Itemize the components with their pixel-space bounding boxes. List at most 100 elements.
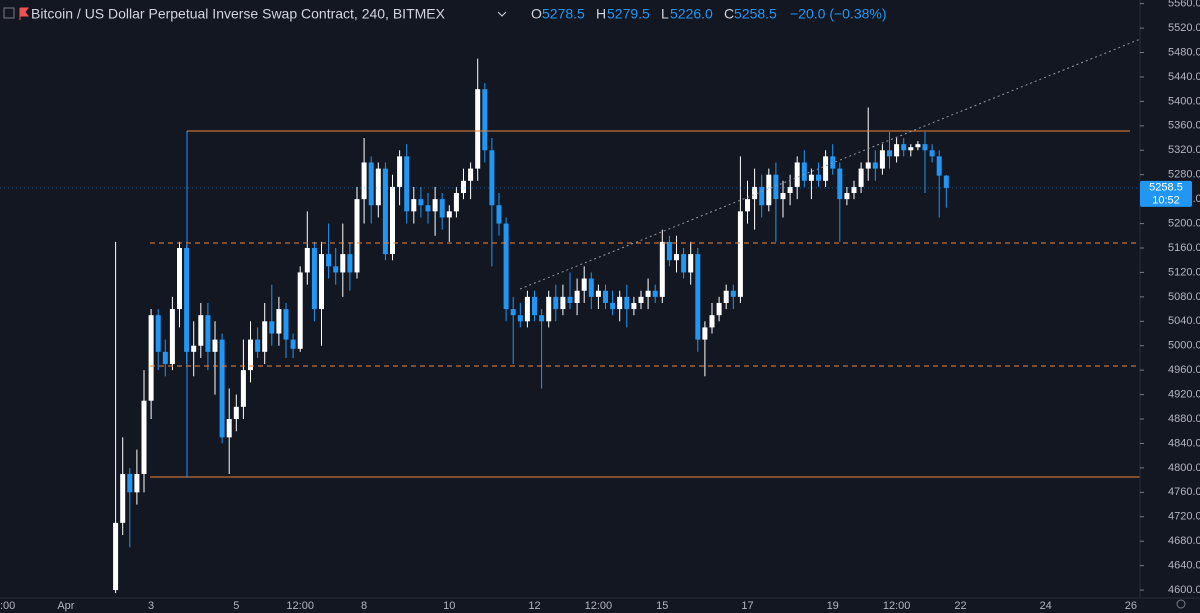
candle-body [113,522,119,591]
candle-body [155,315,161,352]
high-value: 5279.5 [607,6,650,22]
x-tick-label: 5 [233,600,239,612]
candle-body [652,290,658,297]
ohlc-label: C [724,6,734,22]
change-value: −20.0 (−0.38%) [790,6,887,22]
candle-body [297,272,303,349]
candle-body [375,168,381,206]
settings-icon[interactable] [1176,599,1186,609]
y-tick-label: 5080.0 [1168,291,1200,303]
last-price-tag [1140,180,1192,207]
y-tick-label: 5520.0 [1168,22,1200,34]
symbol-title[interactable]: Bitcoin / US Dollar Perpetual Inverse Sw… [31,6,446,22]
candle-body [319,254,324,310]
candle-body [390,186,395,255]
candle-body [631,302,637,310]
y-tick-label: 5560.0 [1168,0,1200,10]
x-tick-label: 10 [443,600,455,612]
ohlc-label: H [596,6,606,22]
candle-body [482,89,488,151]
x-tick-label: 15 [656,600,668,612]
candle-body [695,254,701,340]
candle-body [169,309,175,365]
candle-body [716,302,722,316]
candle-body [461,180,466,194]
candle-body [382,168,388,255]
candle-body [191,345,197,352]
candle-body [148,315,154,401]
dropdown-chevron[interactable] [497,11,507,17]
x-tick-label: :00 [0,600,15,612]
candle-body [915,144,921,148]
candle-body [475,89,481,169]
expand-icon[interactable] [3,7,15,19]
candle-body [453,193,459,212]
x-tick-label: 12:00 [883,600,911,612]
candle-body [503,223,509,310]
candle-body [581,278,587,291]
candle-body [120,474,126,523]
candle-body [752,186,758,200]
y-tick-label: 4960.0 [1168,364,1200,376]
candle-body [262,321,268,352]
candle-body [936,156,942,176]
candle-body [361,162,367,200]
candle-body [411,199,417,212]
candle-body [787,186,793,194]
candle-body [858,168,864,187]
candle-body [830,156,836,169]
open-value: 5278.5 [542,6,585,22]
candle-body [851,186,857,194]
candle-body [624,296,630,310]
candle-body [723,290,729,303]
candle-body [468,168,474,181]
y-tick-label: 5160.0 [1168,242,1200,254]
candle-body [226,419,232,438]
candle-body [837,168,843,200]
price-axis [1140,0,1200,613]
candle-body [645,290,651,297]
ohlc-label: L [661,6,669,22]
candle-body [524,296,530,322]
candle-body [588,278,594,297]
x-tick-label: 17 [741,600,753,612]
y-tick-label: 5040.0 [1168,315,1200,327]
candle-body [439,199,445,218]
candle-body [603,290,608,303]
x-tick-label: 26 [1125,600,1137,612]
y-tick-label: 5360.0 [1168,120,1200,132]
candle-body [567,296,573,303]
y-tick-label: 4840.0 [1168,437,1200,449]
candle-body [269,321,275,334]
candle-body [773,174,779,200]
candle-body [205,315,211,352]
candle-body [311,247,317,310]
candle-body [617,296,623,310]
candle-body [702,327,708,340]
candle-body [922,144,928,151]
candle-body [446,211,452,218]
trend-line [519,14,1200,290]
y-tick-label: 5400.0 [1168,95,1200,107]
candle-body [595,290,601,297]
candle-body [666,241,672,261]
x-tick-label: 8 [361,600,367,612]
close-value: 5258.5 [734,6,777,22]
candle-body [304,247,310,273]
candle-body [638,296,644,303]
candle-body [255,339,261,352]
candle-body [177,247,182,310]
x-tick-label: 3 [148,600,154,612]
candle-body [198,315,204,346]
x-tick-label: 19 [827,600,839,612]
y-tick-label: 4880.0 [1168,413,1200,425]
candle-body [162,351,168,365]
last-price-label: 5258.5 [1149,182,1183,194]
x-tick-label: 12 [528,600,540,612]
candle-body [730,290,736,297]
y-tick-label: 4920.0 [1168,389,1200,401]
candle-body [688,254,694,273]
candle-body [397,156,403,187]
